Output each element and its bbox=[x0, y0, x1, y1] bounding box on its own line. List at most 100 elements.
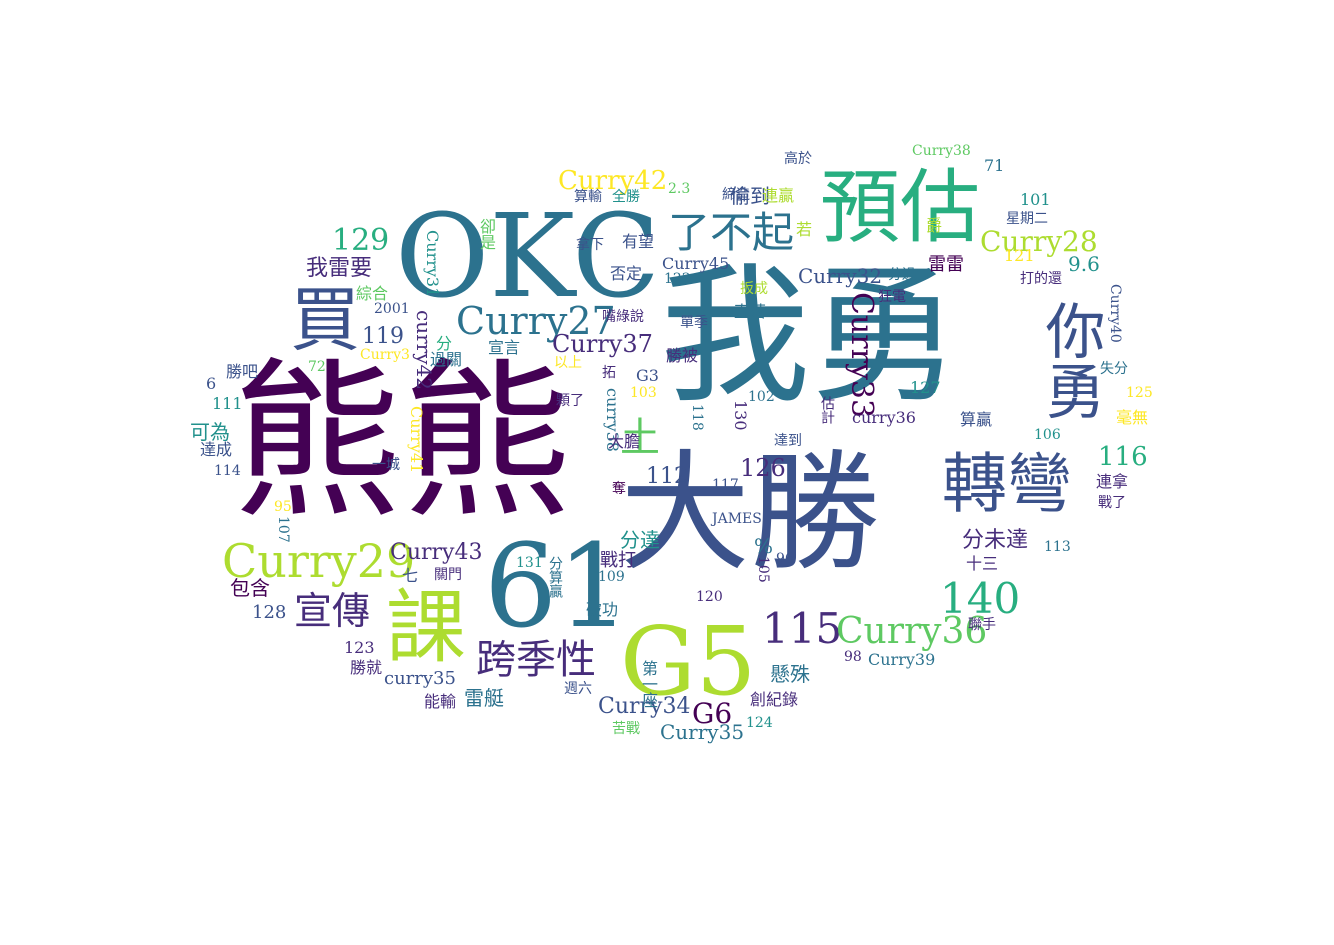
word-cloud-word: % bbox=[754, 534, 774, 558]
word-cloud-word: 我雷要 bbox=[306, 256, 373, 281]
word-cloud-word: 9.6 bbox=[1068, 252, 1100, 276]
word-cloud-word: 宣傳 bbox=[294, 589, 371, 633]
word-cloud-word: Curry35 bbox=[660, 720, 745, 744]
word-cloud-word: 一城 bbox=[372, 457, 400, 473]
word-cloud-word: 有望 bbox=[622, 232, 655, 251]
word-cloud-word: 連拿 bbox=[1096, 472, 1129, 491]
word-cloud-word: 算贏 bbox=[960, 410, 993, 429]
word-cloud-word: 112 bbox=[646, 464, 688, 489]
word-cloud-word: OKC bbox=[395, 190, 661, 324]
word-cloud-word: 打的還 bbox=[1020, 271, 1062, 287]
word-cloud-word: 101 bbox=[1020, 190, 1051, 209]
word-cloud-word: Curry36 bbox=[836, 611, 988, 652]
word-cloud-word: 115 bbox=[762, 604, 843, 653]
word-cloud-word: Curry45 bbox=[662, 254, 730, 273]
word-cloud-word: Curry32 bbox=[798, 264, 883, 288]
word-cloud-word: 6 bbox=[206, 374, 217, 393]
word-cloud-word: 直落 bbox=[734, 302, 767, 321]
word-cloud-word: 131 bbox=[516, 555, 543, 571]
word-cloud-word: 若 bbox=[796, 220, 813, 239]
word-cloud-word: 苦戰 bbox=[612, 721, 640, 737]
word-cloud-word: 119 bbox=[362, 324, 404, 349]
word-cloud-word: 轉彎 bbox=[942, 447, 1073, 522]
word-cloud-word: Curry42 bbox=[558, 166, 668, 196]
word-cloud-word: 95 bbox=[274, 499, 292, 515]
word-cloud-word: Curry38 bbox=[912, 143, 971, 159]
word-cloud-word: 拓 bbox=[602, 365, 616, 381]
word-cloud-word: 113 bbox=[1044, 539, 1071, 555]
word-cloud-word: 我勇 bbox=[660, 250, 961, 424]
word-cloud-word: 達成 bbox=[200, 440, 233, 459]
word-cloud-word: 105 bbox=[755, 556, 771, 583]
word-cloud-word: 嘴綠說 bbox=[602, 309, 644, 325]
word-cloud-word: 毫無 bbox=[1116, 408, 1149, 427]
word-cloud-word: 分過 bbox=[888, 267, 916, 283]
word-cloud-word: 111 bbox=[212, 394, 243, 413]
word-cloud-word: 包含 bbox=[230, 576, 270, 600]
word-cloud-word: 關門 bbox=[434, 567, 462, 583]
word-cloud-word: Curry29 bbox=[222, 534, 416, 588]
word-cloud-word: 118 bbox=[689, 404, 705, 431]
word-cloud-word: G6 bbox=[692, 697, 733, 730]
word-cloud-word: 聯手 bbox=[968, 617, 996, 633]
word-cloud-word: curry38 bbox=[603, 388, 622, 452]
word-cloud-word: 第一座 bbox=[639, 660, 658, 708]
word-cloud-word: 121 bbox=[1004, 246, 1035, 265]
word-cloud-word: 61 bbox=[484, 520, 631, 654]
word-cloud-word: Curry27 bbox=[456, 299, 616, 343]
word-cloud-word: 狂電 bbox=[878, 289, 906, 305]
word-cloud-word: 107 bbox=[275, 516, 291, 543]
word-cloud-word: 星期二 bbox=[1006, 211, 1048, 227]
word-cloud-word: 2.3 bbox=[668, 181, 691, 197]
word-cloud-word: 爵 bbox=[926, 216, 943, 235]
word-cloud-word: 120 bbox=[696, 589, 723, 605]
word-cloud-word: G5 bbox=[620, 607, 757, 717]
word-cloud-word: 大勝 bbox=[620, 437, 881, 589]
word-cloud-word: 122 bbox=[664, 271, 691, 287]
word-cloud-word: curry35 bbox=[384, 668, 456, 689]
word-cloud-word: 你勇 bbox=[1035, 300, 1105, 420]
word-cloud-word: 雷艇 bbox=[464, 686, 504, 710]
word-cloud-word: 預估 bbox=[820, 161, 980, 254]
word-cloud-word: 了不起 bbox=[668, 208, 795, 257]
word-cloud-word: 十三 bbox=[966, 554, 999, 573]
word-cloud-word: 拿下 bbox=[576, 237, 604, 253]
word-cloud-word: 102 bbox=[748, 389, 775, 405]
word-cloud-word: 勝被 bbox=[666, 346, 699, 365]
word-cloud-word: curry36 bbox=[852, 408, 916, 427]
word-cloud-word: 72 bbox=[308, 359, 326, 375]
word-cloud-word: Curry3 bbox=[360, 347, 410, 363]
word-cloud-word: Curry28 bbox=[980, 225, 1098, 258]
word-cloud-word: 分達 bbox=[620, 528, 660, 552]
word-cloud-word: Curry43 bbox=[390, 540, 483, 565]
word-cloud-word: 分 bbox=[436, 334, 453, 353]
word-cloud-word: 否定 bbox=[610, 264, 643, 283]
word-cloud-word: 125 bbox=[1126, 385, 1153, 401]
word-cloud-word: 71 bbox=[984, 156, 1005, 175]
word-cloud-word: 124 bbox=[746, 715, 773, 731]
word-cloud-word: 熊熊 bbox=[232, 344, 573, 542]
word-cloud-word: 勝吧 bbox=[226, 362, 259, 381]
word-cloud-word: 七 bbox=[402, 566, 419, 585]
word-cloud-word: 過關 bbox=[430, 350, 463, 369]
word-cloud-word: Curry31 bbox=[423, 230, 442, 298]
word-cloud-word: 破功 bbox=[586, 600, 619, 619]
word-cloud-word: 卻是 bbox=[477, 218, 496, 250]
word-cloud-word: 114 bbox=[214, 463, 241, 479]
word-cloud-word: 跨季性 bbox=[476, 637, 596, 683]
word-cloud-word: 可為 bbox=[190, 420, 230, 444]
word-cloud-word: 109 bbox=[598, 569, 625, 585]
word-cloud-word: 土 bbox=[620, 415, 660, 461]
word-cloud-word: 課 bbox=[386, 581, 466, 674]
word-cloud-word: 算輸 bbox=[574, 189, 602, 205]
word-cloud-word: 103 bbox=[630, 385, 657, 401]
word-cloud-word: 2001 bbox=[374, 301, 410, 317]
word-cloud-word: 106 bbox=[1034, 427, 1061, 443]
word-cloud-word: G3 bbox=[636, 366, 659, 385]
word-cloud-word: 綜合 bbox=[356, 284, 389, 303]
word-cloud-word: 奪 bbox=[612, 481, 626, 497]
word-cloud-word: 全勝 bbox=[612, 189, 640, 205]
word-cloud-word: 週六 bbox=[564, 681, 592, 697]
word-cloud-word: 能輸 bbox=[424, 692, 457, 711]
